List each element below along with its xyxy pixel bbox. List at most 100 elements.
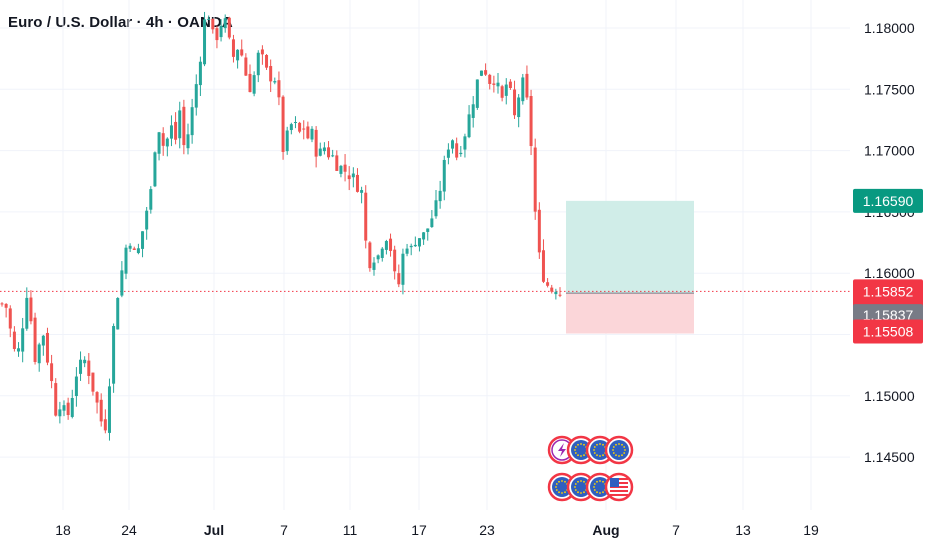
eu-star (574, 452, 577, 454)
eu-star (596, 454, 598, 457)
candle (331, 149, 335, 158)
loss-zone[interactable] (566, 293, 694, 334)
candle-body (546, 282, 550, 286)
candle-body (252, 75, 256, 94)
candle (492, 75, 496, 93)
eu-star (561, 492, 563, 494)
candle-body (508, 81, 512, 88)
candle (558, 287, 562, 298)
candle (165, 137, 169, 157)
candle-body (322, 147, 326, 152)
candle (430, 209, 434, 228)
candle (8, 305, 12, 338)
candle-body (190, 107, 194, 136)
candle-body (21, 328, 25, 352)
candle-body (178, 110, 182, 139)
candle (500, 84, 504, 102)
candle-body (4, 303, 8, 308)
candle (389, 233, 393, 257)
stop-loss-value: 1.15508 (863, 324, 914, 340)
candle (178, 101, 182, 149)
candle-body (500, 86, 504, 98)
candle-body (351, 173, 355, 178)
us-stripe (610, 490, 628, 492)
candle-body (376, 255, 380, 260)
candle-body (95, 392, 99, 403)
candle-body (231, 39, 235, 57)
y-tick-label: 1.18000 (864, 20, 915, 36)
candle-body (25, 297, 29, 329)
candle (62, 400, 66, 417)
candle (248, 64, 252, 93)
eu-star (602, 491, 604, 494)
event-bottom-3[interactable] (604, 472, 634, 502)
candle-body (327, 147, 331, 158)
candle (438, 180, 442, 209)
candle-body (384, 241, 388, 250)
candle (537, 202, 541, 259)
eu-star (583, 480, 585, 483)
eu-star (624, 449, 626, 451)
eu-star (564, 480, 566, 483)
x-tick-label: Jul (204, 522, 224, 538)
entry-value: 1.15837 (863, 307, 914, 323)
x-tick-label: 7 (672, 522, 680, 538)
candle-body (434, 200, 438, 217)
stop-loss-tag-box (853, 319, 923, 344)
eu-star (577, 454, 579, 457)
candle (546, 278, 550, 288)
candle-body (0, 303, 4, 305)
candle (322, 142, 326, 155)
eu-star (574, 449, 576, 451)
candle (455, 137, 459, 161)
candle-body (41, 335, 45, 346)
candle-body (372, 262, 376, 270)
candle (451, 139, 455, 154)
x-tick-label: 7 (280, 522, 288, 538)
profit-zone[interactable] (566, 200, 694, 294)
eu-star (593, 452, 596, 454)
x-tick-label: 17 (411, 522, 427, 538)
candle-body (112, 326, 116, 384)
candle-body (153, 152, 157, 187)
candle (318, 142, 322, 157)
eu-star (555, 489, 558, 491)
candle-body (302, 128, 306, 130)
candle (397, 264, 401, 288)
candle (33, 312, 37, 365)
candle-body (207, 18, 211, 20)
candle (58, 401, 62, 424)
stop-loss-tag[interactable]: 1.15508 (853, 319, 923, 344)
candle-body (62, 405, 66, 411)
candle (380, 247, 384, 262)
candle (54, 378, 58, 417)
candle (223, 14, 227, 33)
eu-star (583, 443, 585, 446)
candle (45, 327, 49, 366)
eu-star (577, 443, 579, 446)
candle (240, 39, 244, 57)
candle (310, 126, 314, 143)
eu-star (555, 486, 557, 488)
candle-body (203, 19, 207, 65)
event-top-3[interactable] (604, 435, 634, 465)
us-canton (610, 478, 619, 487)
take-profit-tag[interactable]: 1.16590 (853, 188, 923, 213)
candle-body (132, 248, 136, 250)
candle (0, 302, 4, 307)
candle (269, 59, 273, 93)
eu-star (621, 454, 623, 457)
candle-body (533, 147, 537, 212)
eu-star (574, 446, 577, 448)
candle-body (269, 66, 273, 82)
candle (293, 116, 297, 129)
candle (513, 80, 517, 119)
candle-body (438, 190, 442, 202)
candle (302, 120, 306, 140)
candle (50, 354, 54, 389)
candle-body (260, 49, 264, 55)
candle-body (103, 419, 107, 431)
candle (231, 34, 235, 63)
candle-body (442, 159, 446, 192)
